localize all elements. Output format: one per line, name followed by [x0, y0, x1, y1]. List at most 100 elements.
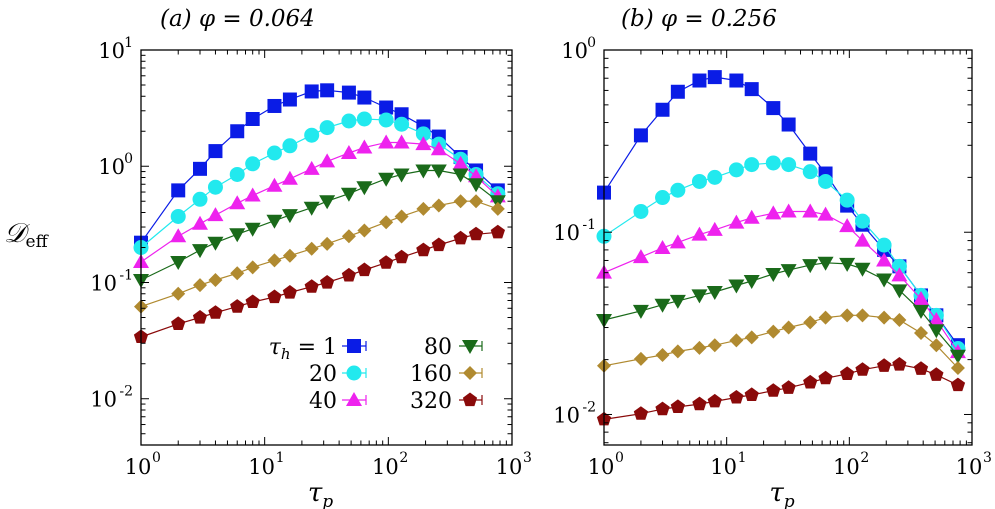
y-tick-exponent: 1: [124, 35, 133, 51]
data-point-th80: [393, 168, 410, 183]
data-point-th20: [728, 162, 744, 178]
data-point-th160: [840, 308, 855, 323]
data-point-th320: [929, 367, 944, 381]
data-point-th160: [453, 194, 468, 209]
data-point-th320: [431, 237, 446, 252]
data-point-th320: [490, 224, 505, 239]
series-th20: [133, 111, 506, 255]
y-tick-label: 10: [90, 271, 117, 295]
data-point-th320: [453, 230, 468, 245]
data-point-th20: [245, 156, 261, 172]
data-point-th1: [341, 85, 356, 100]
data-point-th40: [728, 214, 745, 229]
y-tick-exponent: -2: [582, 399, 596, 415]
data-point-th20: [229, 166, 245, 182]
legend-label: τh = 1: [269, 335, 337, 363]
data-point-th80: [319, 195, 336, 210]
x-tick-label: 10: [710, 455, 737, 479]
legend-prefix-sub: h: [281, 345, 291, 363]
data-point-th80: [378, 172, 395, 187]
data-point-th320: [913, 361, 929, 375]
legend-label: 80: [424, 335, 452, 360]
data-point-th80: [192, 244, 209, 259]
data-point-th160: [357, 223, 372, 238]
data-point-th80: [415, 164, 432, 179]
data-point-th160: [781, 320, 796, 335]
data-point-th40: [415, 136, 432, 151]
data-point-th320: [633, 406, 649, 420]
data-point-th20: [319, 120, 335, 136]
x-axis: 10 0 10 1 10 2 10 3: [588, 50, 992, 479]
data-point-th40: [691, 226, 708, 241]
y-tick-label: 10: [98, 155, 125, 179]
data-point-th160: [230, 266, 245, 281]
data-point-th80: [669, 294, 686, 309]
x-tick-label: 10: [956, 455, 983, 479]
data-point-th160: [469, 194, 484, 209]
data-point-th80: [229, 228, 246, 243]
data-point-th320: [877, 358, 892, 372]
data-point-th40: [281, 170, 298, 185]
series-line-th80: [603, 262, 959, 357]
data-point-th80: [839, 257, 856, 272]
data-point-th160: [818, 310, 833, 325]
x-tick-label: 10: [588, 455, 615, 479]
data-point-th80: [780, 264, 797, 279]
data-point-th160: [692, 340, 707, 355]
data-point-th40: [266, 177, 283, 192]
data-point-th80: [876, 273, 893, 288]
data-point-th1: [670, 84, 685, 99]
data-point-th320: [729, 390, 744, 404]
data-point-th40: [244, 187, 261, 202]
data-point-th20: [744, 157, 760, 173]
data-point-th80: [891, 284, 908, 299]
data-point-th40: [669, 234, 686, 249]
data-point-th20: [802, 164, 818, 180]
data-point-th20: [854, 213, 870, 229]
data-point-th160: [633, 351, 648, 366]
x-tick-label: 10: [125, 455, 152, 479]
series-th320: [596, 357, 966, 426]
legend-marker-th320: [462, 392, 478, 407]
legend-label: 320: [410, 389, 452, 414]
data-point-th1: [692, 73, 707, 88]
data-point-th160: [655, 348, 670, 363]
data-point-th80: [340, 187, 357, 202]
data-point-th80: [728, 279, 745, 294]
data-point-th1: [803, 146, 818, 161]
data-point-th80: [244, 222, 261, 237]
data-point-th1: [655, 102, 670, 117]
data-point-th160: [729, 333, 744, 348]
data-point-th20: [378, 112, 394, 128]
data-point-th320: [282, 285, 297, 299]
data-point-th320: [766, 383, 781, 397]
data-point-th80: [743, 275, 760, 290]
data-point-th40: [743, 209, 760, 224]
series-th1: [597, 70, 965, 353]
data-point-th40: [452, 155, 469, 170]
x-tick-label: 10: [496, 455, 523, 479]
data-point-th320: [855, 362, 870, 376]
plot-frame: [603, 49, 973, 446]
data-point-th160: [320, 236, 335, 251]
data-point-th40: [817, 206, 834, 221]
y-tick-label: 10: [561, 39, 588, 63]
data-point-th320: [230, 299, 245, 313]
series-th40: [133, 134, 506, 269]
legend-marker-th160: [463, 366, 477, 380]
x-tick-label: 10: [248, 455, 275, 479]
data-point-th40: [430, 141, 447, 156]
data-point-th40: [854, 232, 871, 247]
data-point-th40: [192, 215, 209, 230]
data-point-th160: [929, 338, 944, 353]
legend-marker-th80: [462, 340, 478, 354]
data-point-th40: [229, 195, 246, 210]
x-tick-exponent: 0: [152, 450, 161, 466]
legend-prefix-eq: = 1: [291, 335, 337, 360]
data-point-th1: [729, 73, 744, 88]
data-point-th320: [341, 267, 356, 282]
data-point-th320: [655, 401, 670, 416]
